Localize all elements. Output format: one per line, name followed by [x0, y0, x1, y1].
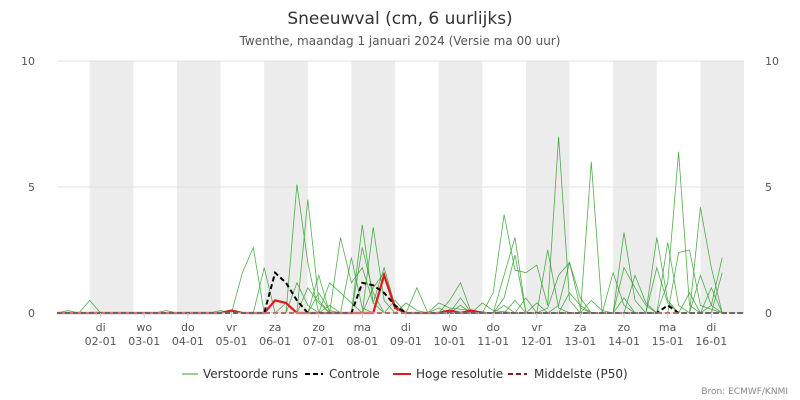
x-tick-date-08-01: 08-01	[346, 335, 378, 348]
y-tick-right-5: 5	[765, 181, 772, 194]
chart-subtitle: Twenthe, maandag 1 januari 2024 (Versie …	[239, 34, 561, 48]
x-tick-day-05-01: vr	[226, 321, 238, 334]
x-tick-day-06-01: za	[269, 321, 282, 334]
x-tick-date-03-01: 03-01	[128, 335, 160, 348]
y-tick-left-5: 5	[28, 181, 35, 194]
x-tick-date-14-01: 14-01	[608, 335, 640, 348]
legend-item-control[interactable]: Controle	[305, 367, 380, 381]
legend: Verstoorde runs Controle Hoge resolutie …	[182, 367, 628, 381]
x-tick-date-09-01: 09-01	[390, 335, 422, 348]
x-tick-day-03-01: wo	[136, 321, 152, 334]
x-tick-date-02-01: 02-01	[85, 335, 117, 348]
x-tick-day-13-01: za	[574, 321, 587, 334]
x-tick-date-06-01: 06-01	[259, 335, 291, 348]
control-line	[57, 270, 744, 314]
x-tick-day-14-01: zo	[618, 321, 631, 334]
legend-label-median: Middelste (P50)	[534, 367, 628, 381]
y-tick-right-10: 10	[765, 55, 779, 68]
legend-item-perturbed-runs[interactable]: Verstoorde runs	[182, 367, 298, 381]
x-tick-day-07-01: zo	[312, 321, 325, 334]
x-tick-date-10-01: 10-01	[434, 335, 466, 348]
x-tick-date-12-01: 12-01	[521, 335, 553, 348]
y-gridlines	[57, 60, 744, 188]
legend-label-high-resolution: Hoge resolutie	[416, 367, 503, 381]
y-tick-right-0: 0	[765, 307, 772, 320]
x-tick-date-11-01: 11-01	[477, 335, 509, 348]
source-credit: Bron: ECMWF/KNMI	[701, 387, 788, 397]
x-tick-date-05-01: 05-01	[215, 335, 247, 348]
legend-item-high-resolution[interactable]: Hoge resolutie	[393, 367, 503, 381]
chart-title: Sneeuwval (cm, 6 uurlijks)	[287, 9, 512, 29]
y-tick-left-10: 10	[21, 55, 35, 68]
x-tick-day-15-01: ma	[659, 321, 676, 334]
x-tick-day-11-01: do	[486, 321, 500, 334]
x-tick-day-12-01: vr	[531, 321, 543, 334]
x-tick-day-02-01: di	[96, 321, 106, 334]
x-tick-day-10-01: wo	[442, 321, 458, 334]
x-tick-date-15-01: 15-01	[652, 335, 684, 348]
x-tick-date-16-01: 16-01	[695, 335, 727, 348]
x-tick-date-13-01: 13-01	[564, 335, 596, 348]
x-tick-date-07-01: 07-01	[303, 335, 335, 348]
perturbed-run-line-2	[57, 161, 723, 314]
x-tick-day-09-01: di	[401, 321, 411, 334]
legend-label-control: Controle	[329, 367, 380, 381]
y-axis-ticks: 0 0 5 5 10 10	[21, 55, 779, 320]
x-tick-date-04-01: 04-01	[172, 335, 204, 348]
x-tick-day-08-01: ma	[354, 321, 371, 334]
legend-label-perturbed-runs: Verstoorde runs	[203, 367, 298, 381]
legend-item-median[interactable]: Middelste (P50)	[508, 367, 628, 381]
y-tick-left-0: 0	[28, 307, 35, 320]
x-tick-day-16-01: di	[706, 321, 716, 334]
x-axis-ticks: di02-01wo03-01do04-01vr05-01za06-01zo07-…	[85, 313, 727, 348]
x-tick-day-04-01: do	[181, 321, 195, 334]
